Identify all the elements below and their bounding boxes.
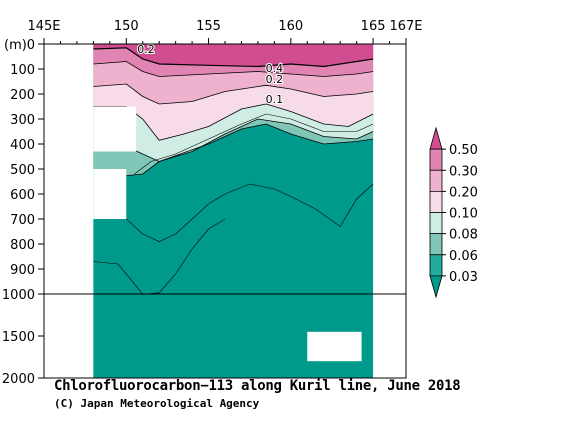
chart-title: Chlorofluorocarbon−113 along Kuril line,… bbox=[54, 378, 461, 394]
contour-line-layer: 0.20.40.20.1 bbox=[93, 43, 374, 362]
no-data-region bbox=[307, 331, 362, 362]
contour-line bbox=[93, 183, 374, 242]
contour-line-0.08 bbox=[93, 118, 374, 162]
y-tick-label: 600 bbox=[10, 188, 35, 203]
y-tick-label: 1000 bbox=[2, 288, 35, 303]
colorbar-segment bbox=[429, 169, 443, 192]
x-tick-label: 165 bbox=[361, 19, 386, 34]
section-fill-0.5 bbox=[93, 44, 374, 67]
colorbar-segment bbox=[429, 148, 443, 171]
contour-line-0.3 bbox=[93, 61, 374, 77]
x-tick-label: 167E bbox=[389, 19, 422, 34]
y-tick-label: 0 bbox=[27, 38, 35, 53]
contour-line bbox=[93, 218, 226, 295]
contour-line bbox=[134, 113, 374, 175]
y-tick-label: 400 bbox=[10, 138, 35, 153]
x-tick-label: 160 bbox=[278, 19, 303, 34]
contour-line-0.1 bbox=[93, 103, 374, 141]
colorbar-label: 0.10 bbox=[449, 207, 478, 222]
x-tick-label: 145E bbox=[27, 19, 60, 34]
y-tick-label: 900 bbox=[10, 263, 35, 278]
contour-value-label: 0.2 bbox=[137, 43, 155, 56]
y-tick-label: 100 bbox=[10, 63, 35, 78]
contour-line-0.5 bbox=[93, 47, 374, 68]
y-tick-label: 300 bbox=[10, 113, 35, 128]
colorbar-label: 0.30 bbox=[449, 164, 478, 179]
colorbar-label: 0.50 bbox=[449, 143, 478, 158]
y-unit-label: (m) bbox=[4, 38, 27, 53]
colorbar-segment bbox=[429, 254, 443, 277]
section-fill-layer bbox=[93, 44, 374, 378]
colorbar: 0.50 0.30 0.20 0.10 0.08 0.06 0.03 bbox=[429, 126, 478, 299]
y-tick-label: 1500 bbox=[2, 330, 35, 345]
colorbar-label: 0.06 bbox=[449, 249, 478, 264]
y-tick-label: 500 bbox=[10, 163, 35, 178]
colorbar-segment bbox=[429, 126, 443, 150]
x-tick-label: 155 bbox=[196, 19, 221, 34]
chart-credit: (C) Japan Meteorological Agency bbox=[54, 397, 260, 410]
colorbar-label: 0.08 bbox=[449, 228, 478, 243]
colorbar-segment bbox=[429, 190, 443, 213]
y-tick-label: 800 bbox=[10, 238, 35, 253]
contour-value-label: 0.4 bbox=[266, 62, 284, 75]
colorbar-label: 0.20 bbox=[449, 185, 478, 200]
no-data-region bbox=[93, 106, 137, 152]
no-data-region bbox=[93, 169, 127, 219]
axis-layer: 145E 150 155 160 165 167E 0 100 200 300 400 500 600 7… bbox=[2, 19, 423, 387]
y-tick-label: 2000 bbox=[2, 372, 35, 387]
colorbar-label: 0.03 bbox=[449, 270, 478, 285]
y-tick-label: 200 bbox=[10, 88, 35, 103]
contour-value-label: 0.1 bbox=[266, 93, 284, 106]
colorbar-segment bbox=[429, 275, 443, 299]
contour-line-0.2 bbox=[93, 83, 374, 105]
y-tick-label: 700 bbox=[10, 213, 35, 228]
colorbar-segment bbox=[429, 233, 443, 256]
contour-line-0.06 bbox=[93, 123, 374, 180]
x-tick-label: 150 bbox=[114, 19, 139, 34]
colorbar-segment bbox=[429, 212, 443, 235]
contour-value-label: 0.2 bbox=[266, 73, 284, 86]
